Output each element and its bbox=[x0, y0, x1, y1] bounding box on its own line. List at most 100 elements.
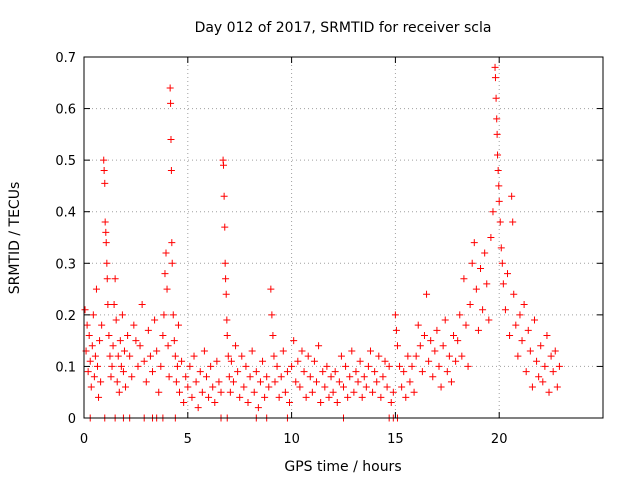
data-point bbox=[242, 362, 250, 370]
data-point bbox=[221, 259, 229, 267]
data-point bbox=[265, 383, 273, 391]
data-point bbox=[102, 239, 110, 247]
data-point bbox=[371, 368, 379, 376]
data-point bbox=[493, 130, 501, 138]
data-point bbox=[275, 393, 283, 401]
data-point bbox=[180, 399, 188, 407]
y-tick-label: 0.6 bbox=[55, 103, 76, 118]
data-point bbox=[254, 404, 262, 412]
data-point bbox=[138, 301, 146, 309]
data-point bbox=[472, 285, 480, 293]
data-point bbox=[89, 311, 97, 319]
data-point bbox=[92, 285, 100, 293]
data-point bbox=[406, 378, 414, 386]
data-point bbox=[166, 84, 174, 92]
data-point bbox=[325, 393, 333, 401]
data-point bbox=[364, 362, 372, 370]
data-point bbox=[153, 347, 161, 355]
data-point bbox=[306, 373, 314, 381]
data-point bbox=[418, 368, 426, 376]
data-point bbox=[313, 378, 321, 386]
data-point bbox=[83, 321, 91, 329]
data-point bbox=[269, 331, 277, 339]
data-point bbox=[547, 352, 555, 360]
data-point bbox=[263, 373, 271, 381]
y-tick-label: 0.1 bbox=[55, 360, 76, 375]
data-point bbox=[113, 378, 121, 386]
data-point bbox=[310, 357, 318, 365]
y-axis-label: SRMTID / TECUs bbox=[7, 182, 23, 295]
data-point bbox=[429, 373, 437, 381]
plot-frame bbox=[83, 56, 604, 419]
data-point bbox=[205, 393, 213, 401]
data-point bbox=[168, 259, 176, 267]
data-point bbox=[346, 373, 354, 381]
data-point bbox=[342, 362, 350, 370]
data-point bbox=[91, 352, 99, 360]
data-point bbox=[477, 264, 485, 272]
data-point bbox=[331, 368, 339, 376]
data-point bbox=[213, 357, 221, 365]
data-point bbox=[240, 383, 248, 391]
data-point bbox=[277, 373, 285, 381]
data-point bbox=[259, 357, 267, 365]
data-point bbox=[317, 399, 325, 407]
data-point bbox=[358, 393, 366, 401]
data-point bbox=[236, 393, 244, 401]
data-point bbox=[340, 383, 347, 391]
data-point bbox=[270, 352, 278, 360]
data-point bbox=[412, 352, 420, 360]
data-point bbox=[222, 290, 230, 298]
data-point bbox=[445, 352, 453, 360]
data-point bbox=[84, 368, 92, 376]
data-point bbox=[333, 399, 341, 407]
data-point bbox=[225, 373, 233, 381]
data-point bbox=[498, 259, 506, 267]
data-point bbox=[489, 208, 497, 216]
data-point bbox=[107, 373, 115, 381]
data-point bbox=[410, 388, 418, 396]
data-point bbox=[170, 337, 178, 345]
data-point bbox=[553, 383, 561, 391]
data-point bbox=[526, 347, 534, 355]
data-point bbox=[188, 393, 196, 401]
data-point bbox=[427, 337, 435, 345]
data-point bbox=[96, 337, 104, 345]
data-point bbox=[140, 357, 148, 365]
data-point bbox=[217, 388, 225, 396]
data-point bbox=[267, 285, 275, 293]
data-point bbox=[171, 352, 179, 360]
data-point bbox=[491, 74, 499, 82]
data-point bbox=[402, 393, 410, 401]
data-point bbox=[545, 388, 553, 396]
data-point bbox=[221, 223, 229, 231]
data-point bbox=[487, 234, 495, 241]
data-point bbox=[512, 321, 520, 329]
data-point bbox=[157, 362, 165, 370]
data-point bbox=[159, 331, 167, 339]
data-point bbox=[169, 311, 177, 319]
data-point bbox=[202, 373, 210, 381]
data-point bbox=[354, 378, 362, 386]
y-tick-label: 0.3 bbox=[55, 257, 76, 272]
data-point bbox=[93, 362, 101, 370]
data-point bbox=[194, 404, 202, 412]
data-point bbox=[302, 393, 310, 401]
data-point bbox=[111, 275, 119, 283]
data-point bbox=[450, 331, 458, 339]
data-point bbox=[416, 342, 424, 350]
data-point bbox=[114, 352, 122, 360]
data-point bbox=[335, 378, 343, 386]
data-point bbox=[144, 326, 152, 334]
data-point bbox=[447, 378, 455, 386]
data-point bbox=[226, 388, 234, 396]
data-point bbox=[439, 342, 447, 350]
data-point bbox=[491, 63, 499, 71]
data-point bbox=[555, 362, 563, 370]
data-point bbox=[414, 321, 422, 329]
data-point bbox=[470, 239, 478, 247]
data-point bbox=[294, 357, 302, 365]
data-point bbox=[97, 378, 105, 386]
